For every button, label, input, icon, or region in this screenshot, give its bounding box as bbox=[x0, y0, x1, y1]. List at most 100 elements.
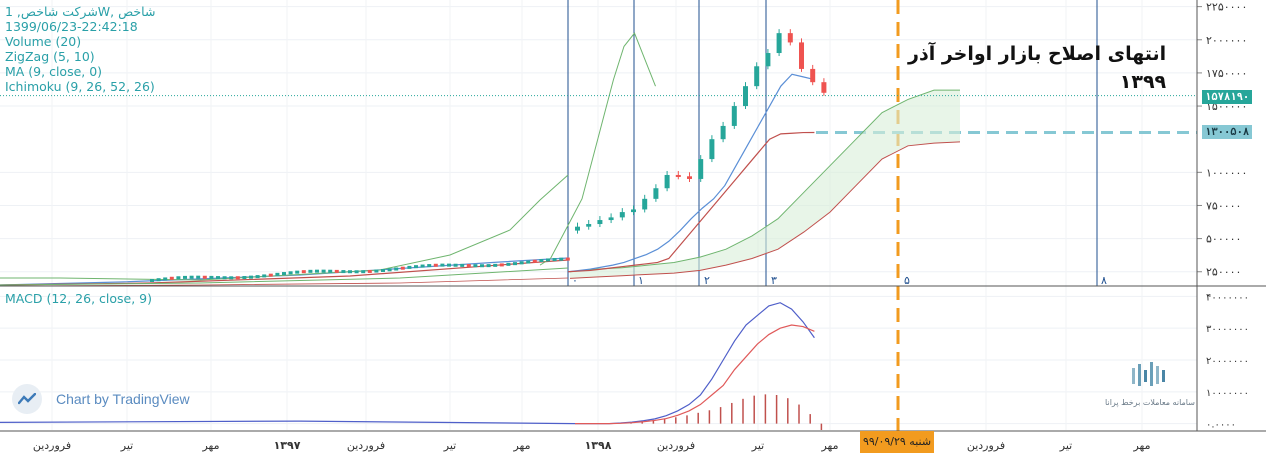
candle bbox=[262, 274, 267, 278]
candle bbox=[480, 264, 484, 268]
candle bbox=[334, 269, 339, 273]
candle bbox=[361, 270, 366, 274]
price-tick-label: ۱۷۵۰۰۰۰ bbox=[1206, 67, 1247, 80]
candle bbox=[275, 272, 280, 276]
candle bbox=[499, 263, 504, 267]
candle bbox=[156, 278, 161, 282]
candle bbox=[288, 271, 293, 275]
candle bbox=[575, 226, 580, 231]
tradingview-label: Chart by TradingView bbox=[56, 391, 190, 407]
macd-line bbox=[575, 302, 815, 425]
candle bbox=[776, 33, 782, 54]
price-tick-label: ۲۲۵۰۰۰۰ bbox=[1206, 1, 1247, 14]
time-tick-label: مهر bbox=[201, 439, 219, 452]
candle bbox=[619, 212, 625, 218]
candle bbox=[282, 272, 286, 276]
candle bbox=[486, 264, 491, 268]
candle bbox=[460, 263, 465, 267]
tradingview-logo-icon bbox=[12, 384, 42, 414]
candle bbox=[242, 276, 247, 280]
candle bbox=[653, 188, 659, 199]
span-b-history bbox=[0, 277, 569, 287]
candle bbox=[163, 277, 168, 281]
candle bbox=[731, 106, 737, 126]
marker-label: ۸ bbox=[1101, 274, 1107, 287]
ma-history bbox=[0, 257, 569, 286]
time-tick-label: فروردین bbox=[657, 439, 695, 452]
lagging-span-line bbox=[539, 32, 656, 266]
candle bbox=[466, 264, 471, 268]
candle bbox=[341, 270, 346, 274]
ichimoku-cloud bbox=[569, 89, 961, 279]
candle bbox=[597, 220, 603, 225]
indicator-volume[interactable]: Volume (20) bbox=[5, 34, 82, 49]
price-tick-label: ۱۰۰۰۰۰۰ bbox=[1206, 166, 1247, 179]
time-tick-label: فروردین bbox=[347, 439, 385, 452]
candle bbox=[381, 268, 385, 272]
macd-tick-label: ۲۰۰۰۰۰۰۰ bbox=[1206, 356, 1249, 367]
candle bbox=[301, 270, 306, 274]
candle bbox=[586, 224, 592, 227]
candle bbox=[608, 217, 614, 221]
candle bbox=[631, 209, 636, 213]
candle bbox=[400, 266, 405, 270]
candle bbox=[754, 66, 760, 87]
candle bbox=[183, 275, 187, 279]
candle bbox=[687, 176, 692, 179]
symbol-line: شرکت شاخص, 1W, شاخص bbox=[5, 4, 156, 19]
candle bbox=[420, 264, 425, 268]
lagging-history bbox=[0, 174, 569, 281]
marker-label: ۱ bbox=[638, 274, 644, 287]
macd-tick-label: ۱۰۰۰۰۰۰۰ bbox=[1206, 388, 1249, 399]
candle bbox=[532, 259, 537, 263]
price-tick-label: ۲۰۰۰۰۰۰ bbox=[1206, 34, 1247, 47]
candle bbox=[209, 275, 214, 279]
candle bbox=[675, 174, 681, 177]
candle bbox=[519, 261, 524, 265]
candle bbox=[559, 257, 564, 261]
candle bbox=[743, 86, 748, 107]
candle bbox=[169, 276, 174, 280]
time-tick-label: تیر bbox=[120, 439, 133, 452]
last-price-badge: ۱۵۷۸۱۹۰ bbox=[1202, 90, 1253, 104]
time-tick-label: مهر bbox=[512, 439, 530, 452]
platform-logo: سامانه معاملات برخط پرانا bbox=[1100, 360, 1200, 407]
candle bbox=[367, 269, 372, 273]
indicator-zigzag[interactable]: ZigZag (5, 10) bbox=[5, 49, 95, 64]
candle bbox=[642, 198, 648, 210]
tradingview-branding[interactable]: Chart by TradingView bbox=[12, 384, 190, 414]
time-tick-label: مهر bbox=[1132, 439, 1150, 452]
annotation: انتهای اصلاح بازار اواخر آذر ۱۳۹۹ bbox=[908, 40, 1166, 96]
time-tick-label: فروردین bbox=[33, 439, 71, 452]
candlesticks bbox=[150, 29, 827, 282]
macd-tick-label: ۴۰۰۰۰۰۰۰ bbox=[1206, 292, 1249, 303]
candle bbox=[150, 279, 154, 282]
candle bbox=[407, 265, 412, 269]
candle bbox=[328, 269, 333, 273]
indicator-ichimoku[interactable]: Ichimoku (9, 26, 52, 26) bbox=[5, 79, 155, 94]
annotation-line-2: ۱۳۹۹ bbox=[1119, 71, 1167, 93]
candle bbox=[354, 270, 359, 274]
candle bbox=[249, 275, 253, 279]
candle bbox=[229, 276, 234, 280]
candle bbox=[526, 260, 531, 264]
candle bbox=[799, 42, 804, 69]
candle bbox=[664, 174, 670, 189]
indicator-lines bbox=[0, 32, 815, 287]
indicator-macd[interactable]: MACD (12, 26, close, 9) bbox=[5, 291, 152, 306]
price-tick-label: ۵۰۰۰۰۰ bbox=[1206, 233, 1241, 246]
price-tick-label: ۲۵۰۰۰۰ bbox=[1206, 266, 1241, 279]
candle bbox=[196, 275, 201, 279]
candle bbox=[709, 139, 715, 160]
price-tick-label: ۷۵۰۰۰۰ bbox=[1206, 199, 1241, 212]
candle bbox=[506, 262, 511, 266]
indicator-ma[interactable]: MA (9, close, 0) bbox=[5, 64, 103, 79]
candle bbox=[394, 267, 399, 271]
candle bbox=[374, 269, 379, 273]
macd-tick-label: ۰.۰۰۰۰ bbox=[1206, 420, 1236, 431]
candle bbox=[552, 257, 557, 261]
ma-line bbox=[567, 73, 815, 273]
candle bbox=[387, 268, 392, 272]
